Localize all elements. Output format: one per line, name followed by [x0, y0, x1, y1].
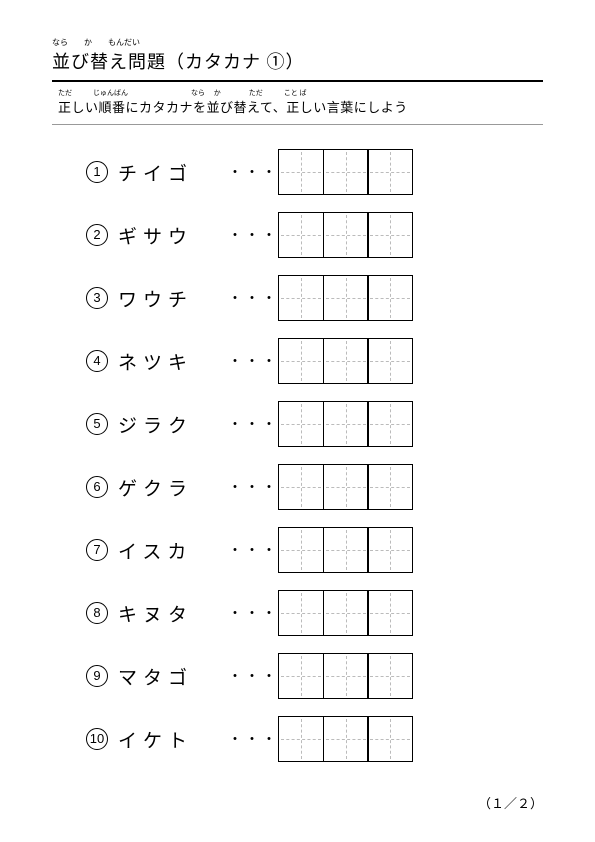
item-word: チイゴ	[118, 159, 228, 186]
answer-cell[interactable]	[278, 464, 324, 510]
title-rule	[52, 80, 543, 83]
answer-cell[interactable]	[323, 653, 369, 699]
item-word: ワウチ	[118, 285, 228, 312]
answer-cell[interactable]	[278, 401, 324, 447]
answer-boxes	[278, 149, 413, 195]
item-word: キヌタ	[118, 600, 228, 627]
answer-cell[interactable]	[367, 338, 413, 384]
answer-cell[interactable]	[278, 149, 324, 195]
title-ruby: なら か もんだい	[52, 37, 140, 48]
answer-boxes	[278, 527, 413, 573]
item-row: 3 ワウチ・・・	[86, 275, 543, 321]
item-number: 7	[86, 539, 108, 561]
item-number: 2	[86, 224, 108, 246]
answer-cell[interactable]	[323, 527, 369, 573]
instruction-main: 正しい順番にカタカナを並び替えて、正しい言葉にしよう	[58, 97, 543, 116]
item-word: マタゴ	[118, 663, 228, 690]
dots: ・・・	[228, 414, 278, 434]
item-number: 5	[86, 413, 108, 435]
answer-cell[interactable]	[323, 401, 369, 447]
item-number: 8	[86, 602, 108, 624]
answer-cell[interactable]	[278, 275, 324, 321]
item-row: 6 ゲクラ・・・	[86, 464, 543, 510]
answer-boxes	[278, 275, 413, 321]
dots: ・・・	[228, 729, 278, 749]
answer-cell[interactable]	[278, 653, 324, 699]
answer-boxes	[278, 338, 413, 384]
answer-cell[interactable]	[278, 527, 324, 573]
instruction-ruby: ただ じゅんばん なら か ただ こと ば	[58, 88, 307, 98]
answer-boxes	[278, 212, 413, 258]
item-word: イスカ	[118, 537, 228, 564]
item-number: 9	[86, 665, 108, 687]
dots: ・・・	[228, 162, 278, 182]
item-row: 4 ネツキ・・・	[86, 338, 543, 384]
item-row: 10 イケト・・・	[86, 716, 543, 762]
answer-cell[interactable]	[367, 716, 413, 762]
item-word: ジラク	[118, 411, 228, 438]
item-number: 3	[86, 287, 108, 309]
answer-cell[interactable]	[323, 338, 369, 384]
items-list: 1チイゴ・・・2ギサウ・・・3ワウチ・・・4ネツキ・・・5ジラク・・・6ゲクラ・…	[52, 149, 543, 762]
item-word: ネツキ	[118, 348, 228, 375]
item-word: イケト	[118, 726, 228, 753]
answer-cell[interactable]	[323, 275, 369, 321]
dots: ・・・	[228, 603, 278, 623]
item-word: ギサウ	[118, 222, 228, 249]
item-row: 9 マタゴ・・・	[86, 653, 543, 699]
answer-cell[interactable]	[323, 149, 369, 195]
answer-boxes	[278, 716, 413, 762]
answer-cell[interactable]	[323, 464, 369, 510]
answer-boxes	[278, 464, 413, 510]
answer-cell[interactable]	[367, 464, 413, 510]
item-number: 4	[86, 350, 108, 372]
dots: ・・・	[228, 288, 278, 308]
answer-cell[interactable]	[278, 716, 324, 762]
answer-boxes	[278, 653, 413, 699]
item-number: 1	[86, 161, 108, 183]
answer-cell[interactable]	[367, 590, 413, 636]
answer-cell[interactable]	[367, 212, 413, 258]
answer-cell[interactable]	[278, 590, 324, 636]
item-row: 5 ジラク・・・	[86, 401, 543, 447]
answer-cell[interactable]	[367, 149, 413, 195]
dots: ・・・	[228, 540, 278, 560]
answer-cell[interactable]	[323, 716, 369, 762]
answer-cell[interactable]	[278, 212, 324, 258]
item-number: 10	[86, 728, 108, 750]
answer-cell[interactable]	[278, 338, 324, 384]
item-number: 6	[86, 476, 108, 498]
instruction-rule	[52, 124, 543, 125]
item-word: ゲクラ	[118, 474, 228, 501]
answer-cell[interactable]	[367, 653, 413, 699]
dots: ・・・	[228, 666, 278, 686]
item-row: 7 イスカ・・・	[86, 527, 543, 573]
answer-cell[interactable]	[367, 527, 413, 573]
item-row: 1 チイゴ・・・	[86, 149, 543, 195]
title-main: 並び替え問題（カタカナ ①）	[52, 48, 543, 74]
answer-cell[interactable]	[367, 275, 413, 321]
answer-cell[interactable]	[323, 212, 369, 258]
item-row: 8 キヌタ・・・	[86, 590, 543, 636]
dots: ・・・	[228, 477, 278, 497]
page-number: （１／２）	[478, 793, 543, 812]
answer-cell[interactable]	[323, 590, 369, 636]
answer-boxes	[278, 401, 413, 447]
answer-cell[interactable]	[367, 401, 413, 447]
item-row: 2 ギサウ・・・	[86, 212, 543, 258]
dots: ・・・	[228, 351, 278, 371]
answer-boxes	[278, 590, 413, 636]
dots: ・・・	[228, 225, 278, 245]
